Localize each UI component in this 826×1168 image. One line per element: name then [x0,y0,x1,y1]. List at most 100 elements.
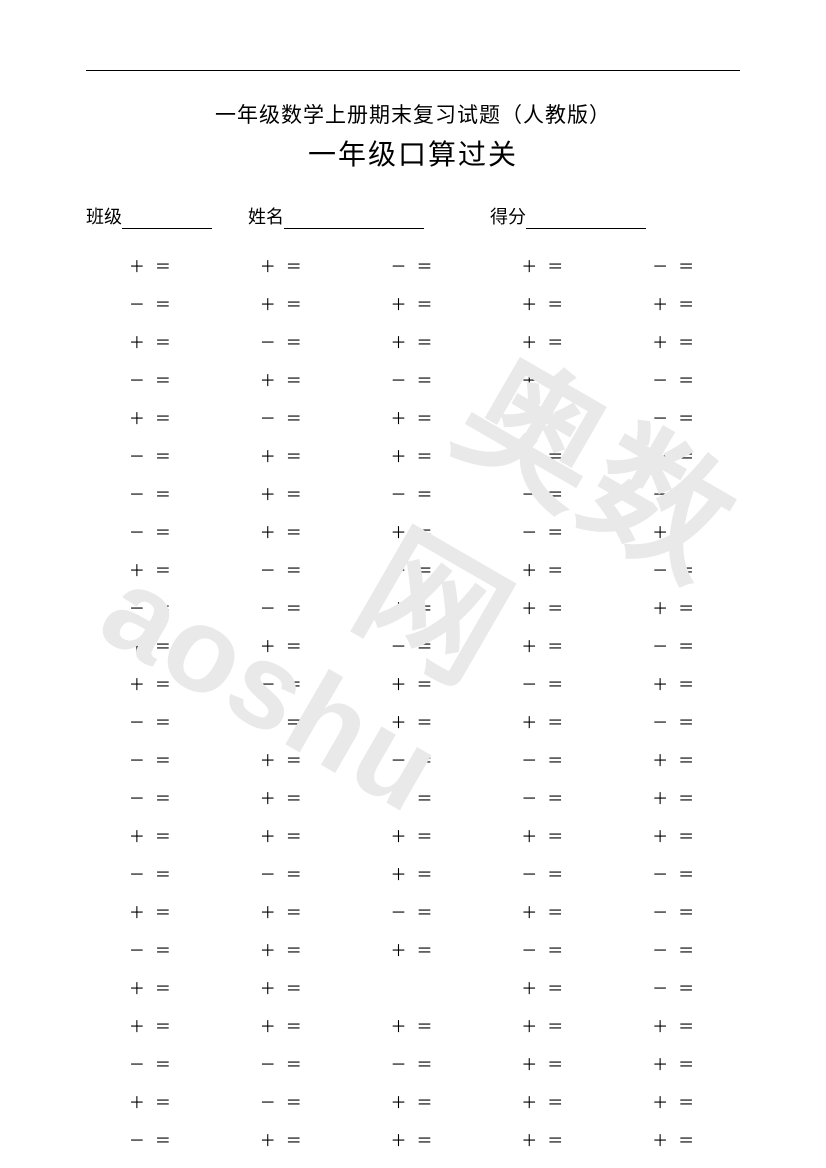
problem-cell: － ＝ [609,861,740,885]
name-field: 姓名 [248,203,424,229]
problem-cell: － ＝ [86,481,217,505]
problem-cell: － ＝ [217,1089,348,1113]
problem-cell: － ＝ [86,747,217,771]
problem-cell: ＋ ＝ [478,975,609,999]
problem-cell: － ＝ [478,481,609,505]
top-rule [86,70,740,71]
worksheet-page: 奥数网 aoshu 一年级数学上册期末复习试题（人教版） 一年级口算过关 班级 … [0,0,826,1168]
problem-cell: － ＝ [86,595,217,619]
problem-cell: ＋ ＝ [609,519,740,543]
problem-cell: ＋ ＝ [86,671,217,695]
problem-cell: ＋ ＝ [609,671,740,695]
problem-cell: － ＝ [348,481,479,505]
problem-cell [348,975,479,999]
problem-cell: ＋ ＝ [217,937,348,961]
problem-cell: ＋ ＝ [478,291,609,315]
problem-cell: ＋ ＝ [86,253,217,277]
problem-cell: ＋ ＝ [348,1089,479,1113]
problem-cell: － ＝ [86,291,217,315]
problem-cell: ＋ ＝ [86,557,217,581]
problem-cell: ＋ ＝ [217,443,348,467]
problem-cell: ＋ ＝ [217,899,348,923]
problem-cell: ＋ ＝ [348,671,479,695]
problem-cell: － ＝ [609,405,740,429]
problem-cell: － ＝ [609,557,740,581]
problem-cell: － ＝ [217,1051,348,1075]
problem-cell: ＋ ＝ [609,1089,740,1113]
problem-cell: ＋ ＝ [478,709,609,733]
problem-cell: － ＝ [348,899,479,923]
problem-cell: － ＝ [86,1051,217,1075]
problem-cell: ＋ ＝ [478,1051,609,1075]
problem-cell: ＋ ＝ [478,633,609,657]
problem-cell: ＋ ＝ [348,405,479,429]
score-underline[interactable] [526,207,646,229]
problem-cell: － ＝ [478,519,609,543]
problem-cell: ＋ ＝ [217,823,348,847]
problem-cell: ＋ ＝ [609,1013,740,1037]
problem-cell: － ＝ [478,937,609,961]
problem-cell: ＋ ＝ [86,1013,217,1037]
problem-cell: － ＝ [609,633,740,657]
name-underline[interactable] [284,207,424,229]
problem-cell: ＋ ＝ [86,899,217,923]
problem-cell: ＋ ＝ [478,595,609,619]
class-field: 班级 [86,203,212,229]
problem-cell: － ＝ [217,671,348,695]
problem-cell: ＋ ＝ [217,519,348,543]
problem-cell: ＋ ＝ [348,861,479,885]
problem-cell: － ＝ [478,861,609,885]
problem-cell: ＋ ＝ [478,1127,609,1151]
problem-cell: ＋ ＝ [609,595,740,619]
problem-cell: － ＝ [609,975,740,999]
problem-cell: ＋ ＝ [348,823,479,847]
problem-cell: － ＝ [217,557,348,581]
problem-cell: ＋ ＝ [217,291,348,315]
problem-cell: － ＝ [609,481,740,505]
problem-cell: － ＝ [86,709,217,733]
problem-cell: ＋ ＝ [86,975,217,999]
problem-cell: ＋ ＝ [478,367,609,391]
problem-cell: ＋ ＝ [348,595,479,619]
problem-cell: ＋ ＝ [348,443,479,467]
problem-cell: ＋ ＝ [217,975,348,999]
problem-cell: － ＝ [348,633,479,657]
problem-cell: ＋ ＝ [86,405,217,429]
problem-cell: － ＝ [609,253,740,277]
problem-grid: ＋ ＝＋ ＝－ ＝＋ ＝－ ＝－ ＝＋ ＝＋ ＝＋ ＝＋ ＝＋ ＝－ ＝＋ ＝＋… [86,253,740,1151]
problem-cell: － ＝ [217,329,348,353]
class-underline[interactable] [122,207,212,229]
score-field: 得分 [490,203,646,229]
problem-cell: － ＝ [348,367,479,391]
problem-cell: ＋ ＝ [478,1013,609,1037]
problem-cell: ＋ ＝ [478,253,609,277]
problem-cell: － ＝ [609,937,740,961]
problem-cell: － ＝ [217,861,348,885]
problem-cell: ＋ ＝ [478,557,609,581]
problem-cell: － ＝ [478,785,609,809]
problem-cell: ＋ ＝ [348,709,479,733]
problem-cell: ＋ ＝ [217,747,348,771]
problem-cell: － ＝ [609,443,740,467]
problem-cell: － ＝ [609,899,740,923]
title-area: 一年级数学上册期末复习试题（人教版） 一年级口算过关 [86,99,740,173]
problem-cell: ＋ ＝ [609,747,740,771]
problem-cell: ＋ ＝ [217,709,348,733]
problem-cell: ＋ ＝ [217,367,348,391]
problem-cell: － ＝ [86,519,217,543]
problem-cell: ＋ ＝ [348,1127,479,1151]
problem-cell: － ＝ [86,861,217,885]
problem-cell: ＋ ＝ [348,937,479,961]
problem-cell: － ＝ [478,671,609,695]
problem-cell: ＋ ＝ [348,329,479,353]
problem-cell: ＋ ＝ [609,291,740,315]
problem-cell: ＋ ＝ [478,1089,609,1113]
problem-cell: － ＝ [348,253,479,277]
problem-cell: ＋ ＝ [609,1051,740,1075]
problem-cell: ＋ ＝ [86,633,217,657]
problem-cell: － ＝ [86,785,217,809]
score-label: 得分 [490,203,526,229]
problem-cell: ＋ ＝ [217,633,348,657]
problem-cell: － ＝ [478,405,609,429]
problem-cell: － ＝ [217,595,348,619]
